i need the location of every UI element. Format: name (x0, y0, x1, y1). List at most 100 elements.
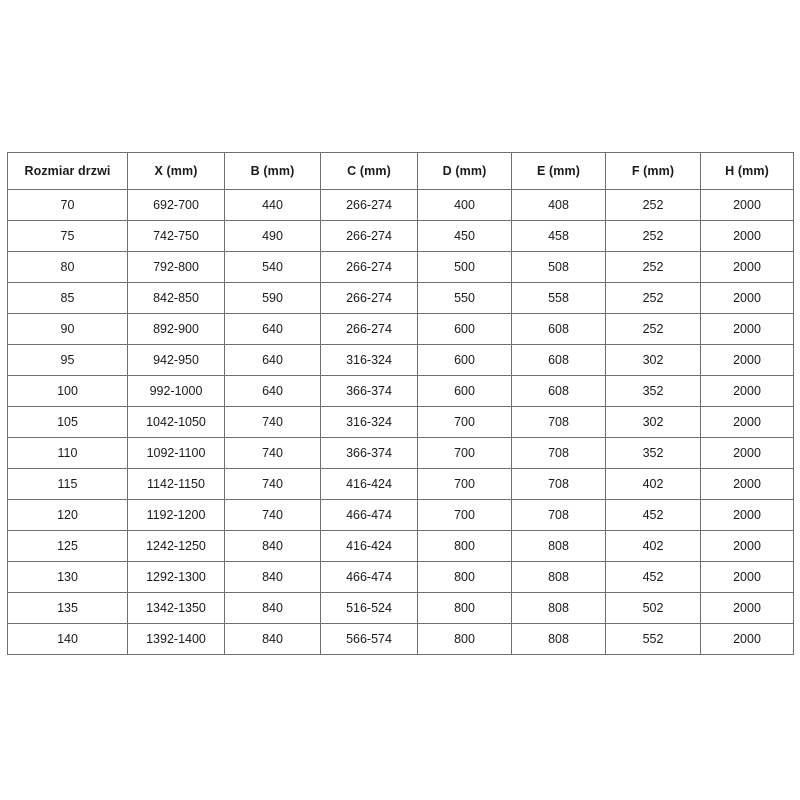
cell-value: 2000 (700, 189, 794, 221)
cell-value: 800 (417, 530, 512, 562)
cell-value: 2000 (700, 313, 794, 345)
cell-value: 808 (511, 561, 606, 593)
cell-value: 992-1000 (127, 375, 225, 407)
cell-value: 942-950 (127, 344, 225, 376)
cell-value: 458 (511, 220, 606, 252)
cell-value: 800 (417, 623, 512, 655)
cell-door-size: 90 (7, 313, 128, 345)
cell-value: 740 (224, 406, 321, 438)
cell-value: 600 (417, 344, 512, 376)
cell-value: 808 (511, 623, 606, 655)
cell-value: 2000 (700, 561, 794, 593)
cell-value: 352 (605, 437, 701, 469)
cell-door-size: 70 (7, 189, 128, 221)
cell-value: 252 (605, 220, 701, 252)
cell-value: 2000 (700, 375, 794, 407)
cell-door-size: 95 (7, 344, 128, 376)
cell-value: 252 (605, 282, 701, 314)
cell-value: 608 (511, 375, 606, 407)
cell-value: 540 (224, 251, 321, 283)
spec-table-container: Rozmiar drzwi X (mm) B (mm) C (mm) D (mm… (7, 152, 794, 655)
cell-value: 2000 (700, 499, 794, 531)
cell-value: 352 (605, 375, 701, 407)
table-row: 90 892-900 640 266-274 600 608 252 2000 (7, 313, 794, 345)
table-row: 80 792-800 540 266-274 500 508 252 2000 (7, 251, 794, 283)
cell-value: 708 (511, 437, 606, 469)
cell-value: 708 (511, 406, 606, 438)
cell-value: 252 (605, 313, 701, 345)
column-header-f: F (mm) (605, 152, 701, 190)
cell-value: 452 (605, 561, 701, 593)
cell-value: 266-274 (320, 220, 418, 252)
cell-value: 700 (417, 468, 512, 500)
cell-value: 740 (224, 468, 321, 500)
cell-value: 742-750 (127, 220, 225, 252)
cell-value: 1392-1400 (127, 623, 225, 655)
table-row: 70 692-700 440 266-274 400 408 252 2000 (7, 189, 794, 221)
cell-value: 2000 (700, 530, 794, 562)
cell-door-size: 135 (7, 592, 128, 624)
cell-door-size: 130 (7, 561, 128, 593)
cell-value: 892-900 (127, 313, 225, 345)
cell-value: 558 (511, 282, 606, 314)
cell-value: 466-474 (320, 499, 418, 531)
table-row: 85 842-850 590 266-274 550 558 252 2000 (7, 282, 794, 314)
cell-value: 2000 (700, 282, 794, 314)
column-header-b: B (mm) (224, 152, 321, 190)
cell-door-size: 105 (7, 406, 128, 438)
cell-value: 252 (605, 189, 701, 221)
table-row: 75 742-750 490 266-274 450 458 252 2000 (7, 220, 794, 252)
cell-value: 2000 (700, 406, 794, 438)
cell-value: 700 (417, 499, 512, 531)
cell-value: 792-800 (127, 251, 225, 283)
cell-value: 640 (224, 313, 321, 345)
cell-door-size: 140 (7, 623, 128, 655)
cell-value: 552 (605, 623, 701, 655)
cell-value: 840 (224, 561, 321, 593)
column-header-rozmiar-drzwi: Rozmiar drzwi (7, 152, 128, 190)
cell-value: 1242-1250 (127, 530, 225, 562)
cell-door-size: 85 (7, 282, 128, 314)
table-row: 110 1092-1100 740 366-374 700 708 352 2000 (7, 437, 794, 469)
cell-value: 400 (417, 189, 512, 221)
cell-value: 266-274 (320, 282, 418, 314)
cell-value: 316-324 (320, 344, 418, 376)
cell-door-size: 120 (7, 499, 128, 531)
table-row: 105 1042-1050 740 316-324 700 708 302 2000 (7, 406, 794, 438)
cell-value: 402 (605, 468, 701, 500)
cell-value: 608 (511, 313, 606, 345)
cell-value: 1092-1100 (127, 437, 225, 469)
cell-value: 416-424 (320, 468, 418, 500)
cell-value: 1192-1200 (127, 499, 225, 531)
cell-value: 700 (417, 437, 512, 469)
cell-value: 500 (417, 251, 512, 283)
cell-value: 600 (417, 313, 512, 345)
cell-value: 566-574 (320, 623, 418, 655)
table-row: 120 1192-1200 740 466-474 700 708 452 2000 (7, 499, 794, 531)
cell-door-size: 80 (7, 251, 128, 283)
cell-value: 402 (605, 530, 701, 562)
cell-value: 590 (224, 282, 321, 314)
cell-value: 840 (224, 530, 321, 562)
cell-value: 266-274 (320, 313, 418, 345)
cell-value: 452 (605, 499, 701, 531)
cell-value: 2000 (700, 468, 794, 500)
table-row: 100 992-1000 640 366-374 600 608 352 2000 (7, 375, 794, 407)
cell-value: 808 (511, 592, 606, 624)
table-row: 130 1292-1300 840 466-474 800 808 452 2000 (7, 561, 794, 593)
cell-value: 1292-1300 (127, 561, 225, 593)
cell-value: 302 (605, 344, 701, 376)
table-body: 70 692-700 440 266-274 400 408 252 2000 75 742-75… (7, 189, 794, 655)
cell-value: 640 (224, 375, 321, 407)
cell-value: 842-850 (127, 282, 225, 314)
cell-value: 466-474 (320, 561, 418, 593)
cell-value: 840 (224, 592, 321, 624)
cell-door-size: 125 (7, 530, 128, 562)
cell-value: 366-374 (320, 375, 418, 407)
table-row: 135 1342-1350 840 516-524 800 808 502 2000 (7, 592, 794, 624)
cell-value: 550 (417, 282, 512, 314)
cell-value: 708 (511, 499, 606, 531)
cell-door-size: 100 (7, 375, 128, 407)
table-header-row: Rozmiar drzwi X (mm) B (mm) C (mm) D (mm… (7, 152, 794, 190)
